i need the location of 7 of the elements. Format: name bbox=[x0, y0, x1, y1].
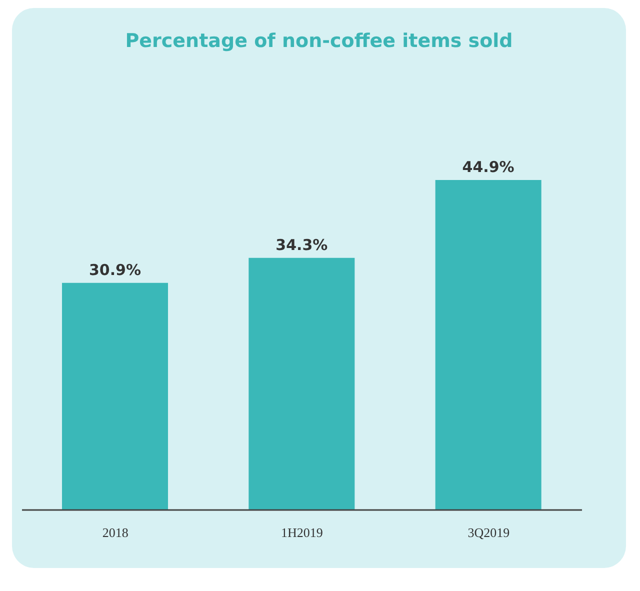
data-label: 34.3% bbox=[276, 236, 328, 254]
x-tick-label: 1H2019 bbox=[281, 525, 323, 540]
data-label: 44.9% bbox=[462, 158, 514, 176]
data-label: 30.9% bbox=[88, 260, 142, 279]
x-tick-label: 3Q2019 bbox=[468, 525, 510, 540]
x-tick-label: 2018 bbox=[102, 525, 128, 540]
chart-title: Percentage of non-coffee items sold bbox=[124, 29, 514, 54]
